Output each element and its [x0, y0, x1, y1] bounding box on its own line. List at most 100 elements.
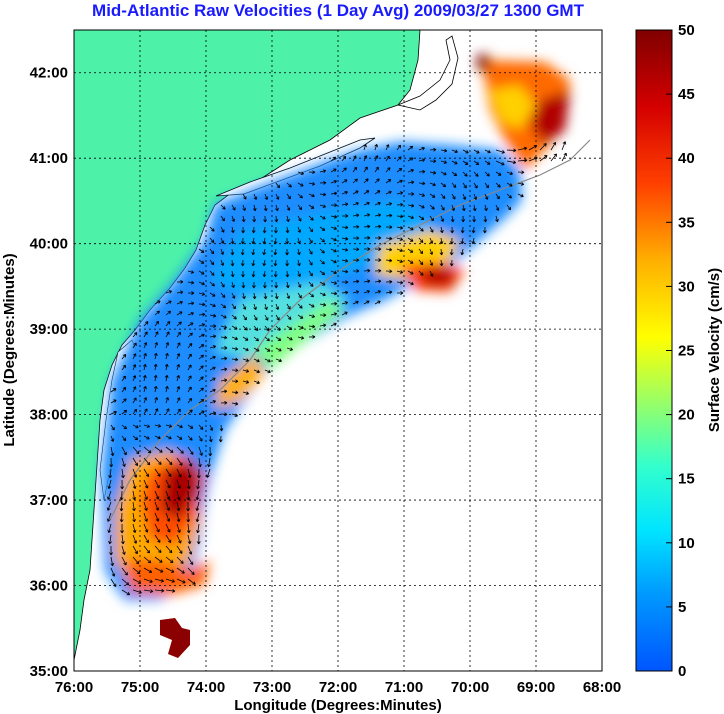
velocity-arrow [121, 545, 126, 555]
velocity-arrow [440, 193, 446, 199]
velocity-arrow [240, 248, 245, 256]
velocity-arrow [198, 302, 206, 307]
velocity-arrow [110, 446, 115, 457]
velocity-arrow [385, 236, 393, 241]
velocity-arrow [132, 424, 139, 429]
velocity-arrow [495, 193, 500, 200]
velocity-arrow [220, 303, 227, 309]
velocity-arrow [143, 408, 148, 415]
velocity-arrow [264, 314, 269, 321]
velocity-arrow [121, 386, 127, 393]
velocity-arrow [209, 303, 216, 308]
velocity-arrow [285, 237, 290, 245]
velocity-arrow [374, 143, 378, 151]
velocity-arrow [231, 314, 237, 320]
velocity-arrow [473, 160, 480, 165]
velocity-arrow [176, 490, 181, 500]
velocity-arrow [396, 259, 404, 263]
velocity-arrow [297, 259, 301, 267]
velocity-arrow [363, 258, 371, 262]
velocity-arrow [242, 292, 246, 300]
velocity-arrow [330, 191, 338, 196]
velocity-arrow [385, 247, 393, 252]
velocity-arrow [374, 290, 382, 294]
velocity-arrow [473, 182, 478, 189]
velocity-arrow [341, 301, 348, 305]
velocity-arrow [208, 435, 213, 443]
velocity-arrow [484, 149, 491, 154]
velocity-arrow [132, 567, 141, 575]
velocity-arrow [143, 353, 147, 360]
velocity-arrow [242, 303, 247, 310]
velocity-arrow [143, 479, 149, 489]
velocity-arrow [308, 303, 315, 308]
colorbar-tick-label: 45 [678, 86, 695, 103]
velocity-arrow [263, 281, 267, 289]
velocity-arrow [451, 149, 458, 154]
velocity-arrow [165, 435, 172, 440]
velocity-arrow [176, 408, 181, 415]
velocity-arrow [196, 479, 200, 490]
velocity-arrow [363, 166, 368, 173]
velocity-arrow [285, 270, 290, 278]
velocity-arrow [242, 193, 247, 200]
velocity-arrow [264, 369, 271, 374]
velocity-arrow [330, 203, 338, 208]
velocity-arrow [374, 258, 382, 262]
velocity-arrow [132, 397, 137, 404]
velocity-arrow [209, 281, 215, 287]
velocity-arrow [407, 168, 414, 173]
velocity-arrow [460, 226, 465, 234]
velocity-arrow [308, 334, 316, 339]
x-axis-label: Longitude (Degrees:Minutes) [234, 697, 442, 714]
velocity-arrow [539, 143, 547, 151]
velocity-arrow [286, 193, 291, 200]
velocity-arrow [165, 446, 174, 453]
velocity-arrow [418, 226, 424, 232]
velocity-arrow [230, 237, 235, 245]
velocity-arrow [165, 397, 169, 404]
velocity-arrow [132, 386, 137, 393]
velocity-arrow [242, 391, 249, 395]
velocity-arrow [120, 479, 125, 490]
velocity-arrow [121, 364, 126, 371]
velocity-arrow [330, 180, 338, 184]
velocity-arrow [484, 171, 490, 177]
velocity-arrow [230, 248, 235, 256]
velocity-arrow [207, 457, 211, 468]
velocity-arrow [195, 490, 200, 501]
velocity-arrow [330, 248, 337, 253]
velocity-arrow [374, 279, 382, 284]
velocity-arrow [253, 369, 260, 374]
velocity-arrow [218, 435, 223, 443]
velocity-arrow [176, 479, 181, 489]
velocity-arrow [176, 374, 180, 382]
velocity-arrow [539, 155, 548, 162]
velocity-field [102, 55, 570, 600]
velocity-arrow [143, 446, 152, 454]
velocity-arrow [196, 468, 201, 479]
velocity-arrow [330, 214, 338, 219]
velocity-arrow [385, 269, 393, 274]
velocity-arrow [319, 281, 326, 286]
velocity-arrow [143, 468, 149, 478]
velocity-arrow [198, 312, 206, 317]
velocity-arrow [176, 363, 180, 371]
velocity-arrow [121, 578, 130, 586]
velocity-arrow [143, 501, 148, 511]
velocity-arrow [462, 193, 467, 200]
velocity-arrow [385, 190, 392, 195]
velocity-arrow [208, 446, 213, 457]
velocity-arrow [143, 578, 153, 583]
velocity-arrow [330, 270, 337, 275]
velocity-arrow [143, 397, 148, 404]
velocity-arrow [209, 377, 216, 382]
velocity-arrow [385, 258, 393, 263]
velocity-arrow [186, 523, 191, 534]
velocity-arrow [187, 409, 193, 415]
velocity-arrow [165, 534, 172, 543]
velocity-arrow [231, 292, 236, 299]
velocity-arrow [308, 259, 313, 266]
velocity-arrow [196, 523, 200, 534]
velocity-arrow [363, 268, 371, 273]
